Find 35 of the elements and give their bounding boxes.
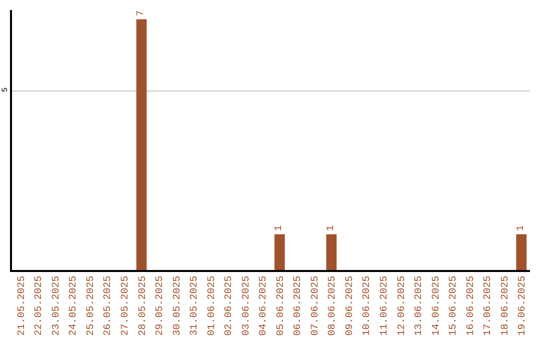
x-tick-label: 29.05.2025 <box>155 276 166 336</box>
x-tick-label: 03.06.2025 <box>241 276 252 336</box>
x-tick-label: 28.05.2025 <box>138 276 149 336</box>
data-label: 1 <box>274 225 286 232</box>
x-tick-label: 07.06.2025 <box>310 276 322 336</box>
x-tick-label: 08.06.2025 <box>328 276 339 336</box>
x-tick-label: 22.05.2025 <box>34 276 46 336</box>
x-tick-label: 15.06.2025 <box>448 276 460 336</box>
x-tick-label: 25.05.2025 <box>86 276 97 336</box>
x-tick-label: 19.06.2025 <box>518 276 529 336</box>
x-tick-label: 05.06.2025 <box>276 276 287 336</box>
x-tick-label: 26.05.2025 <box>103 276 114 336</box>
x-tick-label: 09.06.2025 <box>344 276 356 336</box>
x-tick-label: 11.06.2025 <box>379 276 390 336</box>
x-tick-label: 06.06.2025 <box>293 276 304 336</box>
x-tick-label: 31.05.2025 <box>190 276 201 336</box>
x-tick-label: 23.05.2025 <box>51 276 62 336</box>
x-tick-label: 17.06.2025 <box>483 276 494 336</box>
data-label: 1 <box>516 225 527 232</box>
x-tick-label: 16.06.2025 <box>466 276 477 336</box>
x-tick-label: 01.06.2025 <box>206 276 218 336</box>
x-tick-label: 27.05.2025 <box>120 276 132 336</box>
x-tick-label: 02.06.2025 <box>224 276 236 336</box>
data-label: 1 <box>326 225 337 232</box>
y-tick-label: 5 <box>1 87 10 92</box>
x-tick-label: 12.06.2025 <box>396 276 408 336</box>
x-tick-label: 30.05.2025 <box>172 276 184 336</box>
data-label: 7 <box>136 10 147 16</box>
x-tick-label: 18.06.2025 <box>500 276 512 336</box>
x-tick-label: 24.05.2025 <box>68 276 80 336</box>
x-tick-label: 21.05.2025 <box>16 276 28 336</box>
x-tick-label: 13.06.2025 <box>414 276 426 336</box>
x-tick-label: 10.06.2025 <box>362 276 374 336</box>
x-tick-label: 04.06.2025 <box>258 276 270 336</box>
x-tick-label: 14.06.2025 <box>431 276 442 336</box>
